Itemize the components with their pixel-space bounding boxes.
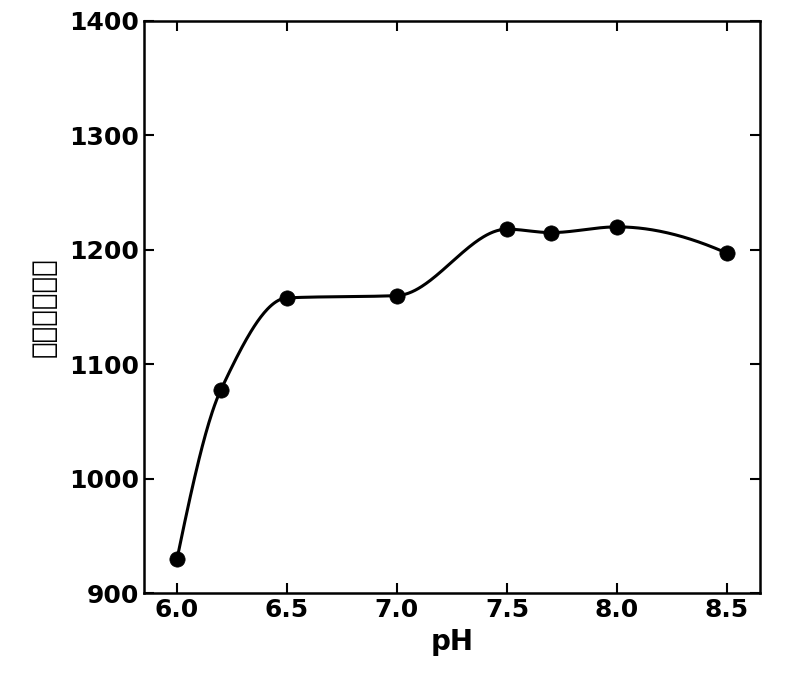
Point [610,221,623,233]
Point [721,248,734,259]
Point [390,290,403,301]
Point [214,384,227,395]
Point [545,227,558,238]
Y-axis label: 相对荧光强度: 相对荧光强度 [30,257,58,357]
Point [170,553,183,564]
X-axis label: pH: pH [430,628,474,655]
Point [501,224,514,235]
Point [281,293,294,304]
